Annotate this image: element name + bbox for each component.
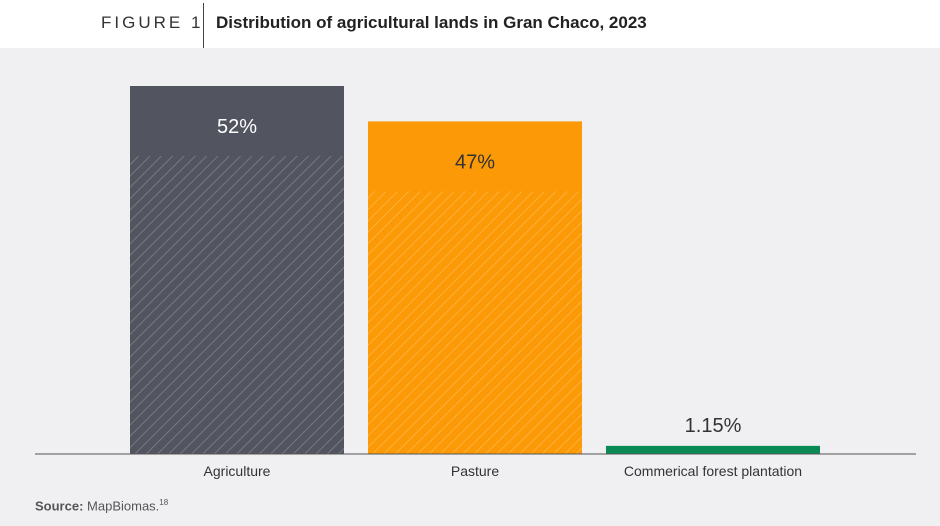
bar-commerical-forest-plantation — [606, 445, 820, 454]
category-label-agriculture: Agriculture — [204, 463, 271, 479]
bar-hatch-pasture — [368, 191, 582, 454]
data-label-agriculture: 52% — [217, 116, 257, 138]
header-divider — [203, 3, 204, 48]
source-note: Source: MapBiomas.18 — [35, 498, 168, 513]
source-label: Source: — [35, 498, 84, 514]
data-label-pasture: 47% — [455, 151, 495, 173]
bar-hatch-agriculture — [130, 156, 344, 454]
data-label-commerical-forest-plantation: 1.15% — [685, 415, 742, 437]
category-label-pasture: Pasture — [451, 463, 499, 479]
figure-header: FIGURE 1 Distribution of agricultural la… — [0, 0, 940, 48]
category-label-commerical-forest-plantation: Commerical forest plantation — [624, 463, 802, 479]
source-footnote: 18 — [159, 498, 169, 507]
source-text: MapBiomas. — [87, 498, 160, 514]
chart-title: Distribution of agricultural lands in Gr… — [216, 13, 647, 32]
figure-number: FIGURE 1 — [101, 13, 204, 32]
